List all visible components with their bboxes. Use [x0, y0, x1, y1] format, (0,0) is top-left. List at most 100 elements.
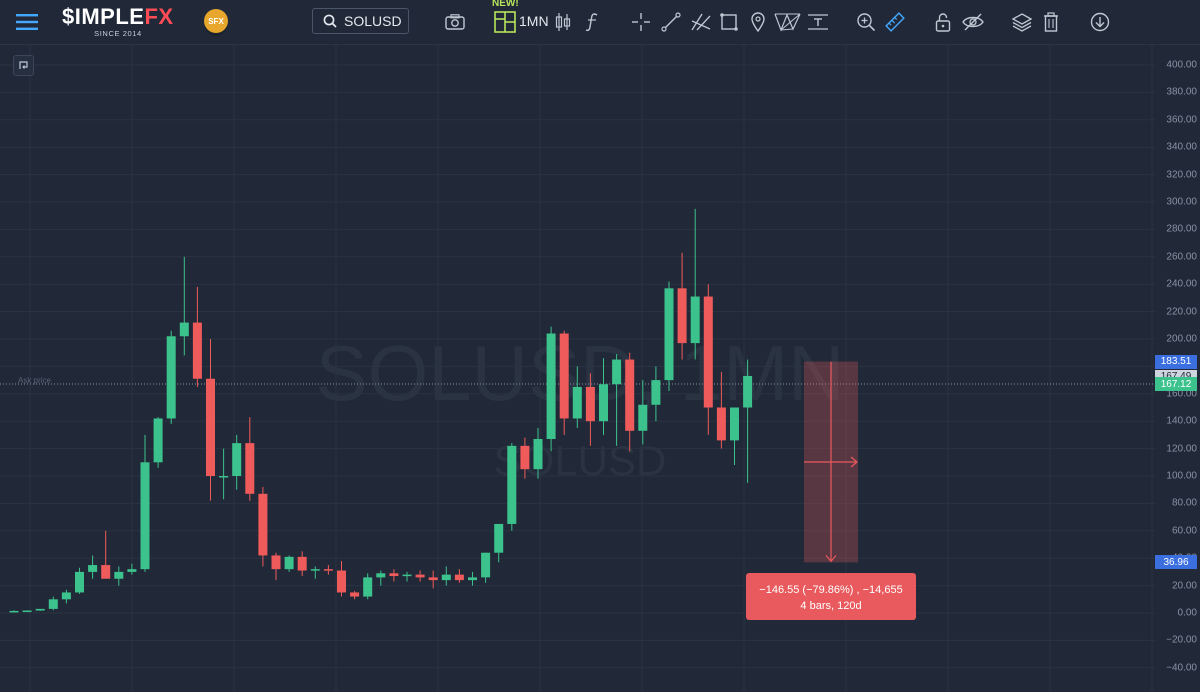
measure-arrow-down — [825, 554, 837, 563]
price-axis-label: 380.00 — [1166, 86, 1197, 98]
text-icon[interactable] — [804, 0, 832, 44]
price-axis-label: 400.00 — [1166, 59, 1197, 71]
price-axis-label: −40.00 — [1166, 662, 1197, 674]
hamburger-icon[interactable] — [10, 0, 44, 44]
measure-arrow-right — [850, 456, 858, 468]
chart-watermark-symbol: SOLUSD — [494, 437, 667, 484]
candle-body — [664, 288, 674, 381]
candle-body — [61, 592, 71, 600]
price-axis-label: 360.00 — [1166, 114, 1197, 126]
candle-body — [206, 378, 215, 476]
sfx-coin-badge[interactable]: SFX — [204, 9, 228, 33]
candle-body — [428, 577, 438, 581]
rectangle-icon[interactable] — [717, 0, 741, 44]
candle-body — [625, 359, 635, 431]
candle-body — [88, 565, 98, 572]
camera-icon[interactable] — [443, 0, 467, 44]
logo-tagline: SINCE 2014 — [94, 29, 142, 38]
hide-icon[interactable] — [960, 0, 986, 44]
price-axis-label: 240.00 — [1166, 278, 1197, 290]
price-axis-label: 160.00 — [1166, 388, 1197, 400]
candle-body — [389, 573, 399, 577]
reset-view-icon — [19, 61, 28, 69]
timeframe-selector[interactable]: 1MN — [519, 13, 549, 29]
symbol-name: SOLUSD — [344, 13, 402, 29]
measure-tool[interactable] — [804, 361, 858, 563]
function-icon[interactable] — [582, 0, 602, 44]
zoom-in-icon[interactable] — [854, 0, 878, 44]
price-axis-label: 60.00 — [1171, 525, 1197, 537]
price-chart[interactable]: SOLUSD, 1MN SOLUSD Ask price — [0, 45, 1155, 692]
download-icon[interactable] — [1088, 0, 1112, 44]
marker-icon[interactable] — [747, 0, 769, 44]
candle-body — [350, 592, 360, 597]
candle-body — [127, 569, 137, 572]
candle-body — [638, 404, 648, 431]
candle-body — [481, 552, 491, 578]
candle-body — [651, 380, 661, 405]
candle-body — [533, 439, 543, 470]
candle-body — [494, 523, 504, 553]
candle-body — [22, 610, 32, 613]
lock-icon[interactable] — [932, 0, 954, 44]
candle-body — [166, 336, 176, 419]
candle-body — [323, 569, 333, 571]
candle-body — [546, 333, 556, 440]
layout-icon[interactable] — [492, 0, 518, 44]
candle-body — [507, 445, 517, 524]
trend-line-icon[interactable] — [659, 0, 683, 44]
sfx-badge-label: SFX — [208, 16, 224, 26]
price-axis-label: 260.00 — [1166, 251, 1197, 263]
price-axis-label: 280.00 — [1166, 223, 1197, 235]
candle-body — [297, 556, 307, 571]
candle-body — [612, 359, 622, 385]
candle-body — [703, 296, 713, 408]
candle-body — [9, 610, 19, 613]
layers-icon[interactable] — [1010, 0, 1034, 44]
top-toolbar: $IMPLEFX SINCE 2014 SFX SOLUSD NEW! 1MN — [0, 0, 1200, 45]
logo-text: $IMPLE — [62, 4, 145, 29]
candle-body — [114, 571, 124, 579]
candle-body — [271, 555, 281, 570]
price-axis-label: 340.00 — [1166, 141, 1197, 153]
new-badge: NEW! — [492, 0, 519, 9]
candle-body — [192, 322, 202, 379]
candles-layer — [9, 208, 753, 613]
ask-price-label: Ask price — [18, 376, 51, 385]
crosshair-icon[interactable] — [629, 0, 653, 44]
symbol-search[interactable]: SOLUSD — [312, 8, 409, 34]
candle-body — [585, 386, 595, 422]
candle-body — [140, 462, 150, 570]
candle-body — [35, 608, 45, 611]
price-axis-label: 220.00 — [1166, 306, 1197, 318]
candle-body — [572, 386, 582, 419]
ruler-icon[interactable] — [883, 0, 907, 44]
price-axis-label: 120.00 — [1166, 443, 1197, 455]
candles-icon[interactable] — [552, 0, 574, 44]
candle-body — [258, 493, 268, 556]
candle-body — [677, 288, 687, 344]
candle-body — [48, 599, 58, 609]
candle-body — [376, 573, 386, 578]
candle-body — [520, 445, 530, 470]
candle-body — [179, 322, 189, 337]
pitchfork-icon[interactable] — [688, 0, 714, 44]
candle-body — [245, 443, 255, 494]
reset-chart-button[interactable] — [13, 55, 34, 76]
candle-body — [219, 476, 229, 478]
candle-body — [441, 574, 451, 581]
brand-logo[interactable]: $IMPLEFX SINCE 2014 — [62, 6, 180, 42]
candle-body — [559, 333, 569, 419]
candle-body — [153, 418, 163, 463]
trash-icon[interactable] — [1040, 0, 1062, 44]
candle-body — [363, 577, 373, 597]
candle-body — [284, 556, 294, 570]
price-axis-label: 140.00 — [1166, 415, 1197, 427]
candle-body — [232, 443, 242, 476]
candle-body — [743, 375, 753, 408]
price-axis-label: 200.00 — [1166, 333, 1197, 345]
price-tag: 36.96 — [1155, 555, 1197, 570]
chart-grid — [0, 45, 1155, 692]
pattern-icon[interactable] — [773, 0, 803, 44]
price-axis-label: 100.00 — [1166, 470, 1197, 482]
